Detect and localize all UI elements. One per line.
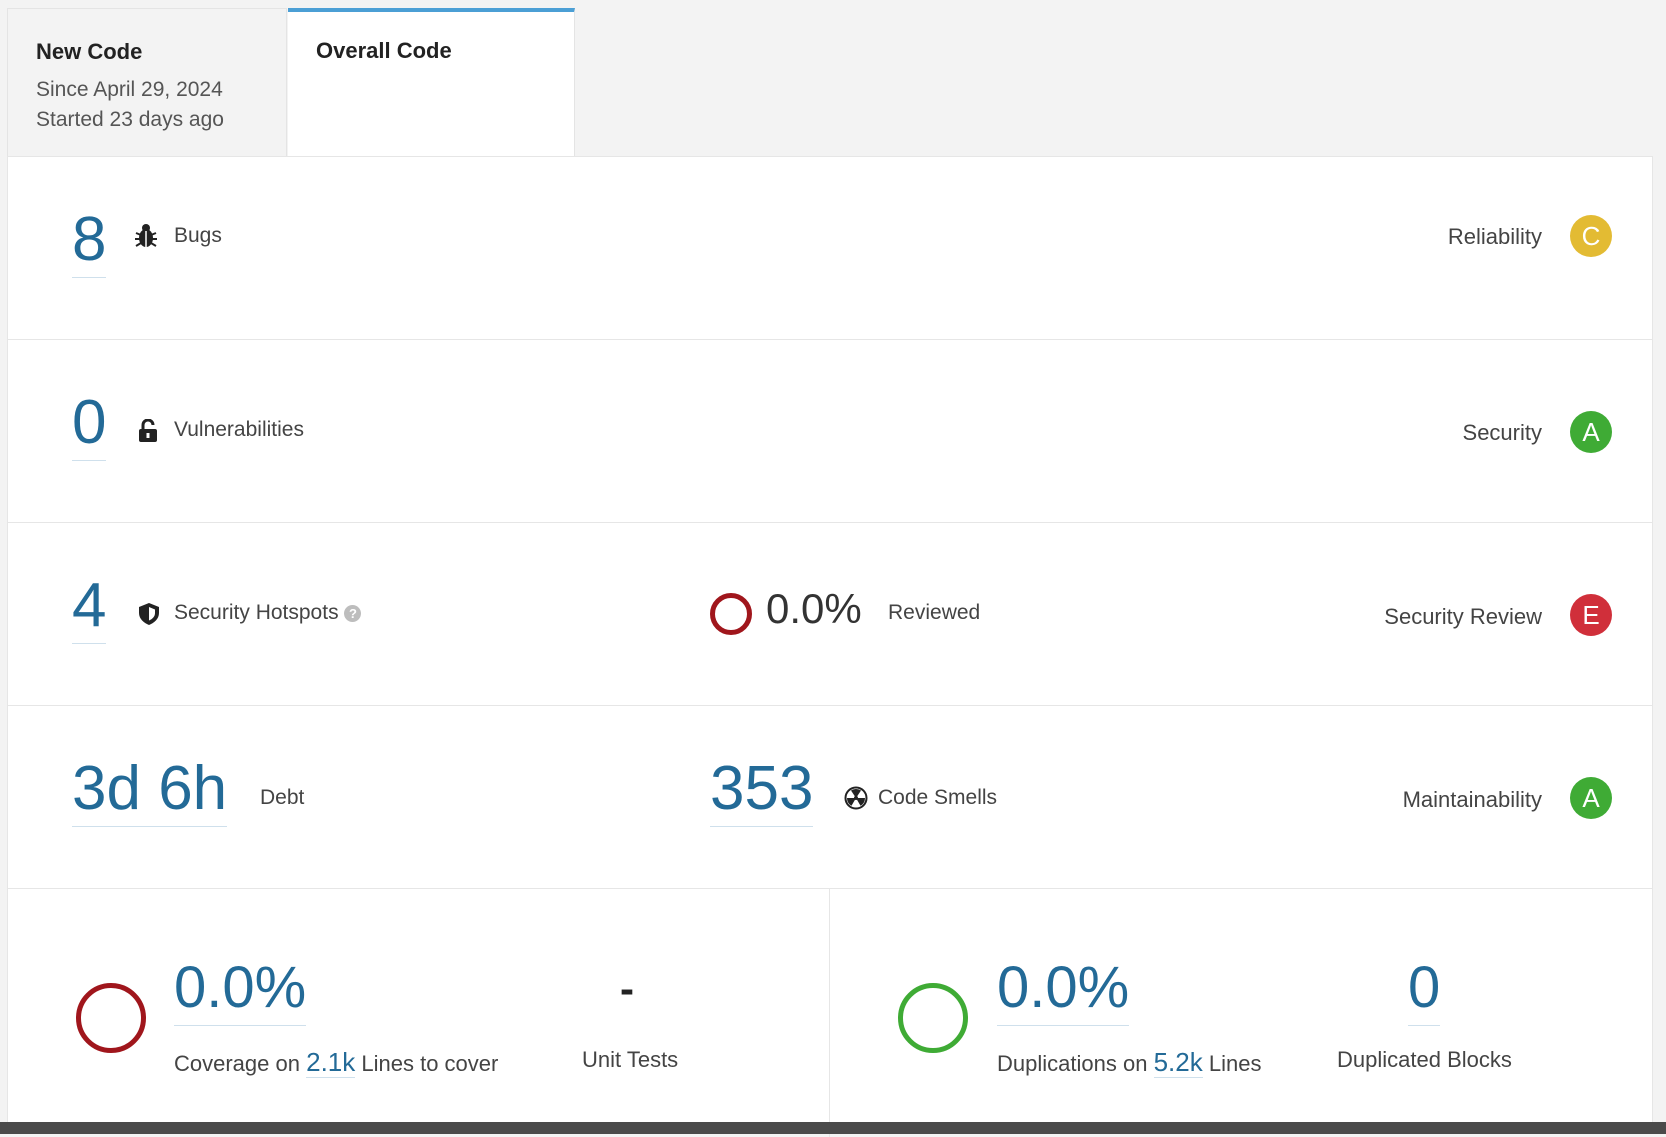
security-label: Security [1462, 420, 1542, 445]
hotspots-count[interactable]: 4 [72, 571, 107, 644]
debt-label: Debt [260, 786, 305, 809]
reviewed-ring-icon [710, 593, 752, 635]
duplications-percentage[interactable]: 0.0% [997, 953, 1130, 1026]
duplicated-blocks-label: Duplicated Blocks [1337, 1047, 1512, 1072]
coverage-lines-link[interactable]: 2.1k [306, 1047, 356, 1078]
coverage-percentage[interactable]: 0.0% [174, 953, 307, 1026]
reliability-label: Reliability [1447, 224, 1542, 249]
duplications-lines-text: Duplications on 5.2k Lines [997, 1047, 1261, 1078]
radiation-icon [844, 786, 868, 815]
hotspots-label-text: Security Hotspots [174, 601, 339, 624]
unit-tests-value[interactable]: - [620, 965, 634, 1012]
debt-value[interactable]: 3d 6h [72, 754, 228, 827]
vulnerabilities-count[interactable]: 0 [72, 388, 107, 461]
duplications-ring-icon [898, 983, 968, 1053]
maintainability-grade-badge[interactable]: A [1570, 777, 1612, 819]
duplicated-blocks-count[interactable]: 0 [1408, 953, 1441, 1026]
code-smells-count[interactable]: 353 [710, 754, 814, 827]
bugs-label[interactable]: Bugs [174, 224, 222, 247]
maintainability-row: 3d 6h Debt 353 Code Smells Maintainabili… [8, 706, 1652, 889]
reviewed-label: Reviewed [888, 601, 981, 624]
security-row: 0 Vulnerabilities Security A [8, 340, 1652, 523]
shield-icon [138, 602, 160, 631]
duplications-prefix: Duplications on [997, 1051, 1148, 1076]
unit-tests-label: Unit Tests [582, 1047, 679, 1072]
coverage-duplications-divider [829, 889, 830, 1137]
hotspots-label[interactable]: Security Hotspots ? [174, 601, 362, 625]
unlock-icon [138, 418, 158, 448]
reliability-row: 8 Bugs Reliability C [8, 157, 1652, 340]
coverage-lines-text: Coverage on 2.1k Lines to cover [174, 1047, 498, 1078]
vulnerabilities-label[interactable]: Vulnerabilities [174, 418, 304, 441]
tab-new-code-since: Since April 29, 2024 [36, 78, 223, 101]
duplications-suffix: Lines [1208, 1051, 1262, 1076]
reliability-grade-badge[interactable]: C [1570, 215, 1612, 257]
tab-overall-code[interactable]: Overall Code [288, 8, 575, 156]
tab-new-code-title: New Code [36, 39, 143, 64]
security-review-row: 4 Security Hotspots ? 0.0% Reviewed Secu… [8, 523, 1652, 706]
reviewed-percentage[interactable]: 0.0% [766, 585, 862, 632]
help-icon[interactable]: ? [344, 604, 362, 622]
code-smells-label[interactable]: Code Smells [878, 786, 998, 809]
security-review-label: Security Review [1384, 604, 1542, 629]
bug-icon [134, 223, 158, 254]
coverage-suffix: Lines to cover [361, 1051, 499, 1076]
maintainability-label: Maintainability [1402, 787, 1542, 812]
window-bottom-edge [0, 1122, 1666, 1134]
bugs-count[interactable]: 8 [72, 205, 107, 278]
security-grade-badge[interactable]: A [1570, 411, 1612, 453]
measures-panel: 8 Bugs Reliability C 0 [7, 156, 1653, 1137]
security-review-grade-badge[interactable]: E [1570, 594, 1612, 636]
duplications-lines-link[interactable]: 5.2k [1153, 1047, 1203, 1078]
tab-overall-code-title: Overall Code [316, 38, 452, 63]
tab-new-code[interactable]: New Code Since April 29, 2024 Started 23… [7, 8, 287, 156]
coverage-prefix: Coverage on [174, 1051, 300, 1076]
tab-new-code-started: Started 23 days ago [36, 108, 224, 131]
coverage-ring-icon [76, 983, 146, 1053]
